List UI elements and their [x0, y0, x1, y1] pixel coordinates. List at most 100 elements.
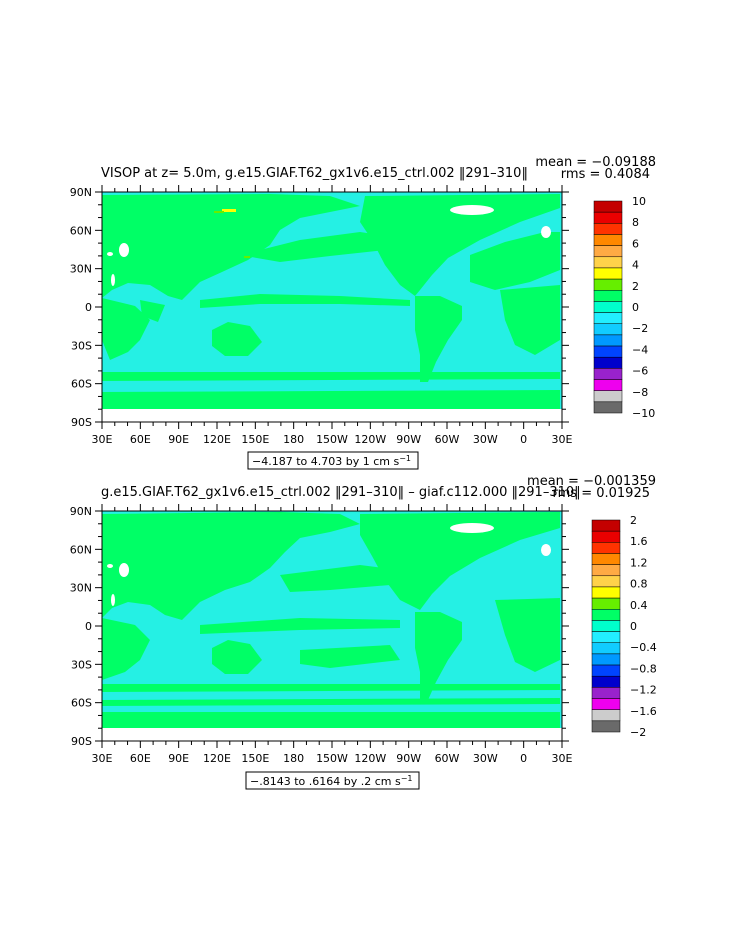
- x-tick-label: 60W: [435, 433, 460, 446]
- y-tick-label: 90N: [70, 505, 92, 518]
- y-tick-label: 90N: [70, 186, 92, 199]
- colorbar-label: −1.2: [630, 684, 657, 697]
- colorbar-swatch: [593, 301, 623, 313]
- colorbar-swatch: [591, 564, 621, 577]
- x-tick-label: 0: [520, 752, 527, 765]
- x-tick-label: 120W: [354, 752, 386, 765]
- x-tick-label: 30W: [473, 433, 498, 446]
- x-tick-label: 150W: [316, 752, 348, 765]
- x-tick-label: 150W: [316, 433, 348, 446]
- colorbar-label: −6: [632, 365, 648, 378]
- x-tick-label: 90E: [168, 433, 189, 446]
- panel-2-title: g.e15.GIAF.T62_gx1v6.e15_ctrl.002 ‖291–3…: [101, 485, 581, 500]
- x-tick-label: 30E: [552, 752, 573, 765]
- colorbar-label: −0.8: [630, 662, 657, 675]
- x-tick-label: 30E: [92, 433, 113, 446]
- colorbar-label: 2: [632, 280, 639, 293]
- colorbar-label: 1.2: [630, 556, 648, 569]
- panel-1-map: [102, 192, 562, 422]
- y-tick-label: 60N: [70, 224, 92, 237]
- colorbar-swatch: [591, 642, 621, 655]
- y-tick-label: 0: [85, 620, 92, 633]
- x-tick-label: 60W: [435, 752, 460, 765]
- colorbar-swatch: [593, 211, 623, 224]
- colorbar-swatch: [593, 356, 623, 369]
- x-tick-label: 60E: [130, 433, 151, 446]
- x-tick-label: 90W: [396, 433, 421, 446]
- colorbar-swatch: [593, 379, 623, 391]
- y-tick-label: 30S: [71, 658, 92, 671]
- x-tick-label: 150E: [241, 433, 269, 446]
- colorbar-swatch: [591, 687, 621, 699]
- y-tick-label: 30N: [70, 263, 92, 276]
- x-tick-label: 120W: [354, 433, 386, 446]
- colorbar-swatch: [591, 609, 621, 621]
- colorbar-swatch: [591, 597, 621, 610]
- y-tick-label: 60N: [70, 543, 92, 556]
- colorbar-swatch: [593, 334, 623, 347]
- colorbar-swatch: [591, 542, 621, 554]
- colorbar-swatch: [591, 709, 621, 722]
- panel-2: g.e15.GIAF.T62_gx1v6.e15_ctrl.002 ‖291–3…: [70, 474, 657, 790]
- colorbar-swatch: [591, 675, 621, 688]
- colorbar-swatch: [593, 345, 623, 358]
- panel-2-colorbar: 2 1.6 1.2 0.8 0.4 0 −0.4 −0.8 −1.2 −1.6 −2: [591, 514, 657, 739]
- colorbar-swatch: [593, 312, 623, 324]
- colorbar-label: 0.4: [630, 599, 648, 612]
- colorbar-swatch: [591, 664, 621, 677]
- y-tick-label: 90S: [71, 735, 92, 748]
- x-tick-label: 90W: [396, 752, 421, 765]
- colorbar-label: −2: [632, 322, 648, 335]
- colorbar-swatch: [591, 631, 621, 643]
- colorbar-swatch: [593, 401, 623, 414]
- colorbar-swatch: [593, 278, 623, 291]
- panel-1-rms: rms = 0.4084: [561, 167, 650, 182]
- y-tick-label: 0: [85, 301, 92, 314]
- colorbar-label: 0: [632, 301, 639, 314]
- panel-1-title: VISOP at z= 5.0m, g.e15.GIAF.T62_gx1v6.e…: [101, 166, 528, 181]
- panel-2-rms: rms = 0.01925: [553, 486, 650, 501]
- panel-1-mean: mean = −0.09188: [535, 155, 656, 170]
- x-tick-label: 150E: [241, 752, 269, 765]
- colorbar-label: 6: [632, 237, 639, 250]
- x-tick-label: 0: [520, 433, 527, 446]
- panel-2-mean: mean = −0.001359: [527, 474, 656, 489]
- colorbar-swatch: [591, 720, 621, 733]
- colorbar-label: −8: [632, 386, 648, 399]
- colorbar-swatch: [593, 223, 623, 235]
- colorbar-swatch: [593, 234, 623, 246]
- x-tick-label: 90E: [168, 752, 189, 765]
- colorbar-swatch: [593, 200, 623, 213]
- panel-2-map: [102, 511, 562, 741]
- colorbar-label: −10: [632, 407, 655, 420]
- colorbar-swatch: [593, 245, 623, 258]
- colorbar-label: −0.4: [630, 641, 657, 654]
- colorbar-swatch: [591, 553, 621, 565]
- colorbar-swatch: [591, 653, 621, 666]
- x-tick-label: 30E: [552, 433, 573, 446]
- panel-2-range-label: −.8143 to .6164 by .2 cm s−1: [250, 774, 413, 788]
- colorbar-label: 0.8: [630, 578, 648, 591]
- x-tick-label: 180: [283, 433, 304, 446]
- colorbar-swatch: [593, 368, 623, 380]
- colorbar-swatch: [593, 323, 623, 336]
- colorbar-label: 10: [632, 195, 646, 208]
- panel-2-range-box: [245, 771, 420, 790]
- colorbar-swatch: [593, 390, 623, 403]
- panel-1-colorbar: 10 8 6 4 2 0 −2 −4 −6 −8 −10: [593, 195, 655, 420]
- x-tick-label: 30E: [92, 752, 113, 765]
- colorbar-swatch: [591, 586, 621, 599]
- colorbar-label: −1.6: [630, 705, 657, 718]
- colorbar-label: 4: [632, 259, 639, 272]
- colorbar-swatch: [591, 620, 621, 632]
- y-tick-label: 30S: [71, 339, 92, 352]
- colorbar-label: −2: [630, 726, 646, 739]
- colorbar-swatch: [591, 698, 621, 710]
- colorbar-swatch: [591, 519, 621, 532]
- x-tick-label: 60E: [130, 752, 151, 765]
- panel-1-range-label: −4.187 to 4.703 by 1 cm s−1: [252, 454, 411, 468]
- panel-1-axes: 30E 60E 90E 120E 150E 180 150W 120W 90W 60W 30W 0 30…: [70, 185, 573, 446]
- y-tick-label: 60S: [71, 697, 92, 710]
- colorbar-swatch: [593, 290, 623, 302]
